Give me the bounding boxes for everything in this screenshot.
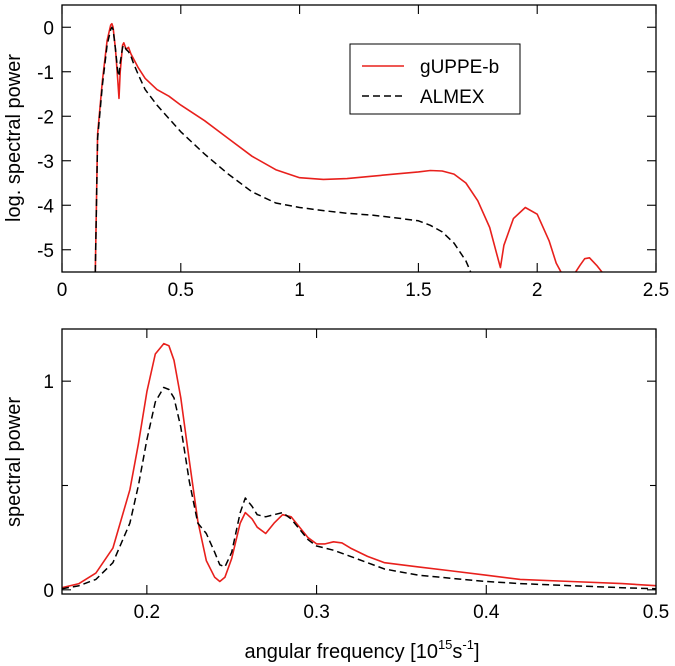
bottom-series-group	[62, 342, 656, 590]
top-y-tick-label: -1	[37, 63, 54, 84]
xlabel-sup2: -1	[462, 637, 474, 652]
xlabel-sup1: 15	[438, 637, 452, 652]
top-panel: 0 0.5 1 1.5 2 2.5 0 -1 -2 -3 -4 -5 log. spectral po…	[3, 4, 669, 301]
legend-label-guppe-b: gUPPE-b	[420, 57, 499, 78]
top-series-guppe-b	[94, 22, 603, 272]
bottom-y-tick-label: 1	[43, 372, 54, 393]
xlabel-prefix: angular frequency [10	[244, 641, 437, 663]
top-x-tick-label: 2.5	[643, 280, 669, 301]
top-series-almex	[94, 26, 472, 272]
top-y-tick-label: -3	[37, 152, 54, 173]
top-y-tick-label: -4	[37, 196, 54, 217]
bottom-series-almex	[62, 386, 656, 590]
bottom-x-axis-label: angular frequency [1015s-1]	[244, 637, 479, 663]
bottom-y-axis-label: spectral power	[3, 397, 25, 527]
bottom-x-tick-label: 0.5	[643, 602, 669, 623]
legend: gUPPE-b ALMEX	[349, 43, 521, 115]
bottom-x-tick-label: 0.2	[134, 602, 160, 623]
top-plot-frame	[61, 4, 657, 273]
top-y-tick-label: 0	[43, 18, 54, 39]
legend-box	[349, 43, 521, 115]
bottom-axis-ticks: 0.2 0.3 0.4 0.5 0 1	[43, 329, 669, 623]
top-x-tick-label: 1.5	[405, 280, 431, 301]
bottom-x-tick-label: 0.4	[473, 602, 500, 623]
bottom-plot-frame	[61, 328, 657, 595]
legend-label-almex: ALMEX	[420, 87, 485, 108]
top-y-tick-label: -2	[37, 107, 54, 128]
top-x-tick-label: 0.5	[168, 280, 194, 301]
bottom-x-tick-label: 0.3	[303, 602, 329, 623]
bottom-y-tick-label: 0	[43, 581, 54, 602]
top-x-tick-label: 0	[57, 280, 68, 301]
top-axis-ticks: 0 0.5 1 1.5 2 2.5 0 -1 -2 -3 -4 -5	[37, 5, 669, 301]
top-y-tick-label: -5	[37, 241, 54, 262]
bottom-panel: 0.2 0.3 0.4 0.5 0 1 spectral power angular fr…	[3, 328, 669, 663]
bottom-series-guppe-b	[62, 342, 656, 589]
top-series-group	[94, 22, 603, 272]
xlabel-mid: s	[452, 641, 462, 663]
xlabel-suffix: ]	[474, 641, 480, 663]
top-x-tick-label: 2	[532, 280, 543, 301]
top-x-tick-label: 1	[294, 280, 305, 301]
top-y-axis-label: log. spectral power	[3, 54, 25, 222]
